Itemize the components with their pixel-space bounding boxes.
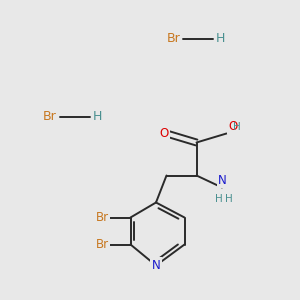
Text: H: H	[232, 122, 240, 132]
Text: Br: Br	[95, 211, 109, 224]
Text: H: H	[214, 194, 222, 204]
Text: O: O	[228, 120, 237, 133]
Text: N: N	[152, 259, 160, 272]
Text: H: H	[216, 32, 225, 46]
Text: Br: Br	[95, 238, 109, 251]
Text: Br: Br	[166, 32, 180, 46]
Text: Br: Br	[43, 110, 57, 124]
Text: H: H	[93, 110, 102, 124]
Text: H: H	[225, 194, 232, 204]
Text: N: N	[218, 174, 226, 187]
Text: O: O	[160, 127, 169, 140]
